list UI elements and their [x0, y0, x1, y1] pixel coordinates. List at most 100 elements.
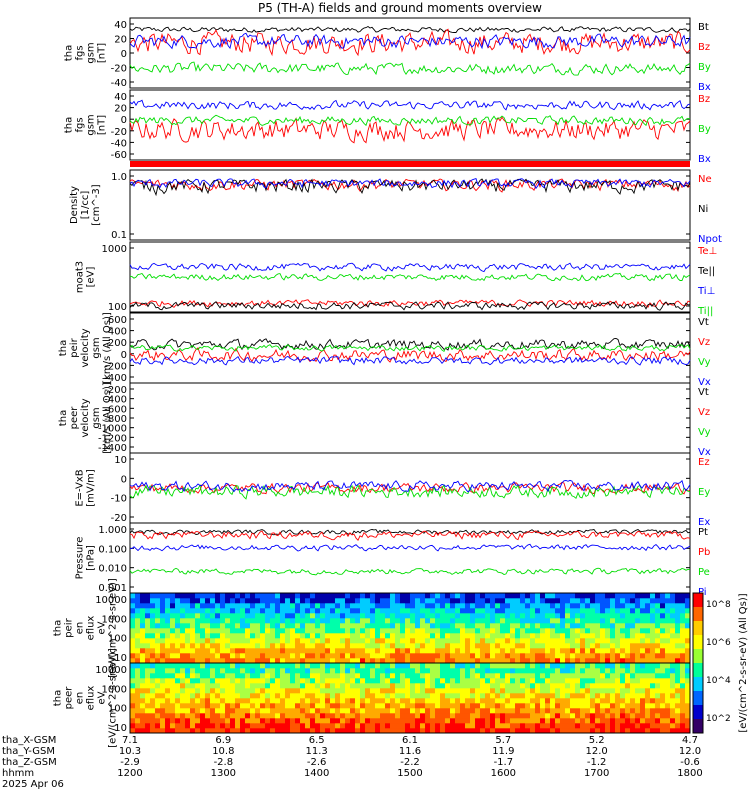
spectrogram-cell — [360, 593, 366, 599]
spectrogram-cell — [195, 608, 201, 614]
spectrogram-cell — [410, 673, 416, 679]
spectrogram-cell — [145, 683, 151, 689]
spectrogram-cell — [280, 623, 286, 629]
spectrogram-cell — [360, 653, 366, 659]
spectrogram-cell — [265, 718, 271, 724]
spectrogram-cell — [625, 693, 631, 699]
spectrogram-cell — [650, 643, 656, 649]
spectrogram-cell — [525, 628, 531, 634]
spectrogram-cell — [515, 668, 521, 674]
spectrogram-cell — [165, 643, 171, 649]
spectrogram-cell — [180, 728, 186, 734]
spectrogram-cell — [235, 718, 241, 724]
spectrogram-cell — [215, 718, 221, 724]
spectrogram-cell — [300, 623, 306, 629]
y-axis-label-line: peer — [69, 406, 80, 430]
spectrogram-cell — [195, 703, 201, 709]
spectrogram-cell — [665, 713, 671, 719]
spectrogram-cell — [140, 678, 146, 684]
spectrogram-cell — [495, 723, 501, 729]
spectrogram-cell — [580, 703, 586, 709]
spectrogram-cell — [600, 668, 606, 674]
spectrogram-cell — [425, 608, 431, 614]
spectrogram-cell — [615, 668, 621, 674]
spectrogram-cell — [485, 598, 491, 604]
spectrogram-cell — [665, 728, 671, 734]
spectrogram-cell — [160, 663, 166, 669]
spectrogram-cell — [610, 653, 616, 659]
spectrogram-cell — [385, 728, 391, 734]
spectrogram-cell — [415, 673, 421, 679]
spectrogram-cell — [230, 723, 236, 729]
spectrogram-cell — [220, 683, 226, 689]
spectrogram-cell — [265, 618, 271, 624]
spectrogram-cell — [325, 653, 331, 659]
spectrogram-cell — [565, 698, 571, 704]
spectrogram-cell — [555, 613, 561, 619]
spectrogram-cell — [560, 668, 566, 674]
spectrogram-cell — [410, 608, 416, 614]
colorbar-tick-label: 10^6 — [706, 638, 731, 648]
spectrogram-cell — [280, 603, 286, 609]
spectrogram-cell — [300, 653, 306, 659]
spectrogram-cell — [435, 603, 441, 609]
spectrogram-cell — [560, 648, 566, 654]
spectrogram-cell — [570, 623, 576, 629]
spectrogram-cell — [155, 628, 161, 634]
spectrogram-cell — [355, 673, 361, 679]
spectrogram-cell — [360, 728, 366, 734]
spectrogram-cell — [320, 728, 326, 734]
spectrogram-cell — [390, 598, 396, 604]
spectrogram-cell — [440, 623, 446, 629]
spectrogram-cell — [660, 713, 666, 719]
spectrogram-cell — [515, 648, 521, 654]
spectrogram-cell — [365, 728, 371, 734]
spectrogram-cell — [205, 723, 211, 729]
spectrogram-cell — [520, 658, 526, 664]
spectrogram-cell — [450, 618, 456, 624]
spectrogram-cell — [565, 653, 571, 659]
spectrogram-cell — [195, 728, 201, 734]
spectrogram-cell — [335, 663, 341, 669]
spectrogram-cell — [355, 623, 361, 629]
spectrogram-cell — [190, 698, 196, 704]
spectrogram-cell — [485, 613, 491, 619]
spectrogram-cell — [635, 628, 641, 634]
spectrogram-cell — [300, 713, 306, 719]
spectrogram-cell — [440, 638, 446, 644]
spectrogram-cell — [325, 598, 331, 604]
spectrogram-cell — [455, 658, 461, 664]
spectrogram-cell — [160, 603, 166, 609]
spectrogram-cell — [645, 713, 651, 719]
spectrogram-cell — [605, 613, 611, 619]
spectrogram-cell — [175, 648, 181, 654]
spectrogram-cell — [660, 703, 666, 709]
spectrogram-cell — [380, 598, 386, 604]
spectrogram-cell — [550, 668, 556, 674]
spectrogram-cell — [320, 638, 326, 644]
spectrogram-cell — [680, 673, 686, 679]
spectrogram-cell — [455, 633, 461, 639]
spectrogram-cell — [295, 718, 301, 724]
spectrogram-cell — [215, 698, 221, 704]
spectrogram-cell — [175, 643, 181, 649]
spectrogram-cell — [675, 603, 681, 609]
spectrogram-cell — [510, 638, 516, 644]
spectrogram-cell — [450, 633, 456, 639]
spectrogram-cell — [205, 618, 211, 624]
spectrogram-cell — [535, 663, 541, 669]
spectrogram-cell — [520, 648, 526, 654]
spectrogram-cell — [135, 703, 141, 709]
spectrogram-cell — [175, 678, 181, 684]
spectrogram-cell — [595, 713, 601, 719]
spectrogram-cell — [140, 688, 146, 694]
spectrogram-cell — [555, 713, 561, 719]
spectrogram-cell — [675, 683, 681, 689]
spectrogram-cell — [145, 653, 151, 659]
spectrogram-cell — [650, 698, 656, 704]
spectrogram-cell — [250, 653, 256, 659]
spectrogram-cell — [165, 623, 171, 629]
spectrogram-cell — [290, 713, 296, 719]
spectrogram-cell — [435, 653, 441, 659]
